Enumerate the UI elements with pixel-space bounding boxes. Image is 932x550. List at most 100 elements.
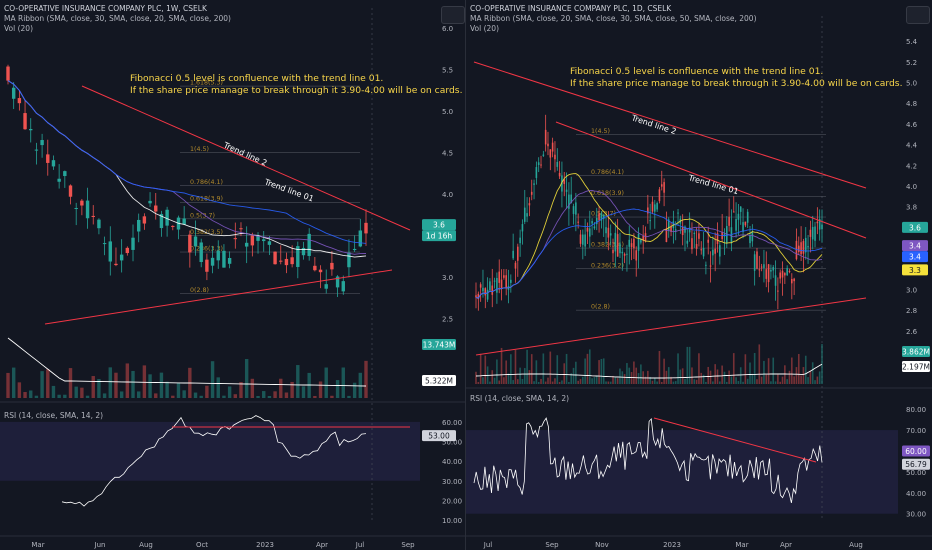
price-candle bbox=[74, 208, 78, 210]
price-candle bbox=[482, 287, 484, 292]
volume-bar bbox=[616, 378, 619, 384]
volume-bar bbox=[756, 379, 758, 384]
daily-ma-ribbon-legend[interactable]: MA Ribbon (SMA, close, 20, SMA, close, 3… bbox=[470, 14, 757, 23]
price-candle bbox=[688, 227, 691, 233]
volume-bar bbox=[284, 392, 289, 398]
volume-bar bbox=[584, 358, 586, 384]
volume-bar bbox=[660, 381, 663, 384]
weekly-chart-title[interactable]: CO-OPERATIVE INSURANCE COMPANY PLC, 1W, … bbox=[4, 4, 207, 13]
price-candle bbox=[598, 213, 600, 221]
price-candle bbox=[725, 226, 728, 243]
daily-volume-legend[interactable]: Vol (20) bbox=[470, 24, 500, 33]
daily-last-price-badge-bg bbox=[902, 221, 928, 233]
time-axis-tick: Apr bbox=[780, 541, 792, 549]
volume-bar bbox=[324, 367, 328, 398]
volume-bar bbox=[493, 377, 496, 384]
price-candle bbox=[728, 216, 730, 226]
volume-bar bbox=[222, 395, 226, 398]
weekly-chart-canvas[interactable]: 6.05.55.04.54.03.53.02.560.0050.0040.003… bbox=[0, 0, 466, 550]
volume-bar bbox=[503, 377, 505, 384]
volume-bar bbox=[171, 395, 175, 398]
daily-settings-button[interactable] bbox=[906, 6, 930, 24]
price-candle bbox=[575, 202, 577, 215]
price-axis-tick: 4.4 bbox=[906, 142, 918, 150]
price-candle bbox=[512, 250, 514, 259]
volume-bar bbox=[712, 381, 714, 384]
price-candle bbox=[656, 202, 658, 210]
rsi-axis-tick: 20.00 bbox=[442, 497, 462, 505]
weekly-last-price-badge-bg bbox=[422, 219, 456, 231]
volume-bar bbox=[575, 361, 577, 384]
price-candle bbox=[347, 252, 351, 268]
daily-chart-title[interactable]: CO-OPERATIVE INSURANCE COMPANY PLC, 1D, … bbox=[470, 4, 672, 13]
daily-chart-canvas[interactable]: 5.45.25.04.84.64.44.24.03.83.63.43.23.02… bbox=[466, 0, 932, 550]
volume-bar bbox=[544, 381, 547, 384]
time-axis-tick: 2023 bbox=[663, 541, 681, 549]
volume-bar bbox=[352, 382, 357, 398]
volume-bar bbox=[695, 379, 698, 384]
price-candle bbox=[296, 246, 300, 267]
volume-bar bbox=[628, 367, 631, 384]
time-axis-tick: Sep bbox=[401, 541, 415, 549]
price-candle bbox=[647, 207, 649, 214]
weekly-settings-button[interactable] bbox=[441, 6, 465, 24]
price-candle bbox=[503, 275, 505, 278]
price-candle bbox=[273, 251, 277, 265]
price-candle bbox=[735, 219, 737, 231]
rsi-axis-tick: 10.00 bbox=[442, 517, 462, 525]
daily-ma-badge-2-bg bbox=[902, 251, 928, 263]
price-candle bbox=[358, 230, 363, 247]
price-candle bbox=[341, 281, 345, 292]
price-candle bbox=[148, 200, 152, 204]
daily-chart-pane[interactable]: 5.45.25.04.84.64.44.24.03.83.63.43.23.02… bbox=[466, 0, 932, 550]
volume-bar bbox=[519, 367, 521, 384]
price-candle bbox=[781, 270, 784, 278]
volume-bar bbox=[674, 381, 677, 384]
volume-bar bbox=[40, 371, 44, 398]
volume-bar bbox=[779, 381, 782, 384]
price-candle bbox=[732, 211, 735, 213]
volume-average-line bbox=[475, 363, 823, 379]
price-candle bbox=[510, 279, 512, 283]
volume-bar bbox=[102, 393, 107, 398]
price-candle bbox=[222, 250, 226, 268]
volume-bar bbox=[714, 364, 716, 384]
price-candle bbox=[556, 161, 559, 167]
volume-bar bbox=[765, 374, 768, 384]
moving-average-line bbox=[7, 80, 367, 258]
time-axis-tick: Jul bbox=[355, 541, 365, 549]
time-axis-tick: Apr bbox=[316, 541, 328, 549]
volume-bar bbox=[818, 371, 821, 384]
price-candle bbox=[491, 285, 494, 295]
volume-bar bbox=[500, 347, 503, 384]
price-candle bbox=[614, 232, 617, 252]
weekly-ma-ribbon-legend[interactable]: MA Ribbon (SMA, close, 30, SMA, close, 2… bbox=[4, 14, 231, 23]
volume-bar bbox=[821, 344, 823, 384]
volume-bar bbox=[489, 381, 491, 384]
price-candle bbox=[51, 160, 56, 167]
daily-rsi-legend[interactable]: RSI (14, close, SMA, 14, 2) bbox=[470, 394, 570, 403]
price-candle bbox=[818, 219, 821, 230]
rsi-band bbox=[466, 430, 898, 514]
weekly-chart-pane[interactable]: 6.05.55.04.54.03.53.02.560.0050.0040.003… bbox=[0, 0, 466, 550]
price-candle bbox=[40, 140, 44, 146]
price-candle bbox=[649, 220, 651, 222]
volume-bar bbox=[97, 379, 101, 398]
price-candle bbox=[34, 149, 39, 151]
price-candle bbox=[777, 290, 779, 292]
price-axis-tick: 5.0 bbox=[442, 108, 453, 116]
rsi-axis-tick: 40.00 bbox=[906, 490, 926, 498]
price-candle bbox=[816, 221, 819, 224]
volume-bar bbox=[732, 353, 735, 384]
weekly-rsi-badge-bg bbox=[422, 430, 456, 442]
price-candle bbox=[588, 228, 591, 237]
weekly-volume-legend[interactable]: Vol (20) bbox=[4, 24, 34, 33]
price-candle bbox=[561, 175, 563, 192]
price-candle bbox=[584, 234, 586, 247]
daily-ma-badge-1: 3.4 bbox=[909, 242, 921, 251]
price-candle bbox=[516, 246, 519, 261]
price-candle bbox=[131, 237, 135, 250]
fib-level-label: 1.618(5.3) bbox=[190, 80, 223, 87]
weekly-rsi-legend[interactable]: RSI (14, close, SMA, 14, 2) bbox=[4, 411, 104, 420]
volume-bar bbox=[523, 368, 526, 384]
